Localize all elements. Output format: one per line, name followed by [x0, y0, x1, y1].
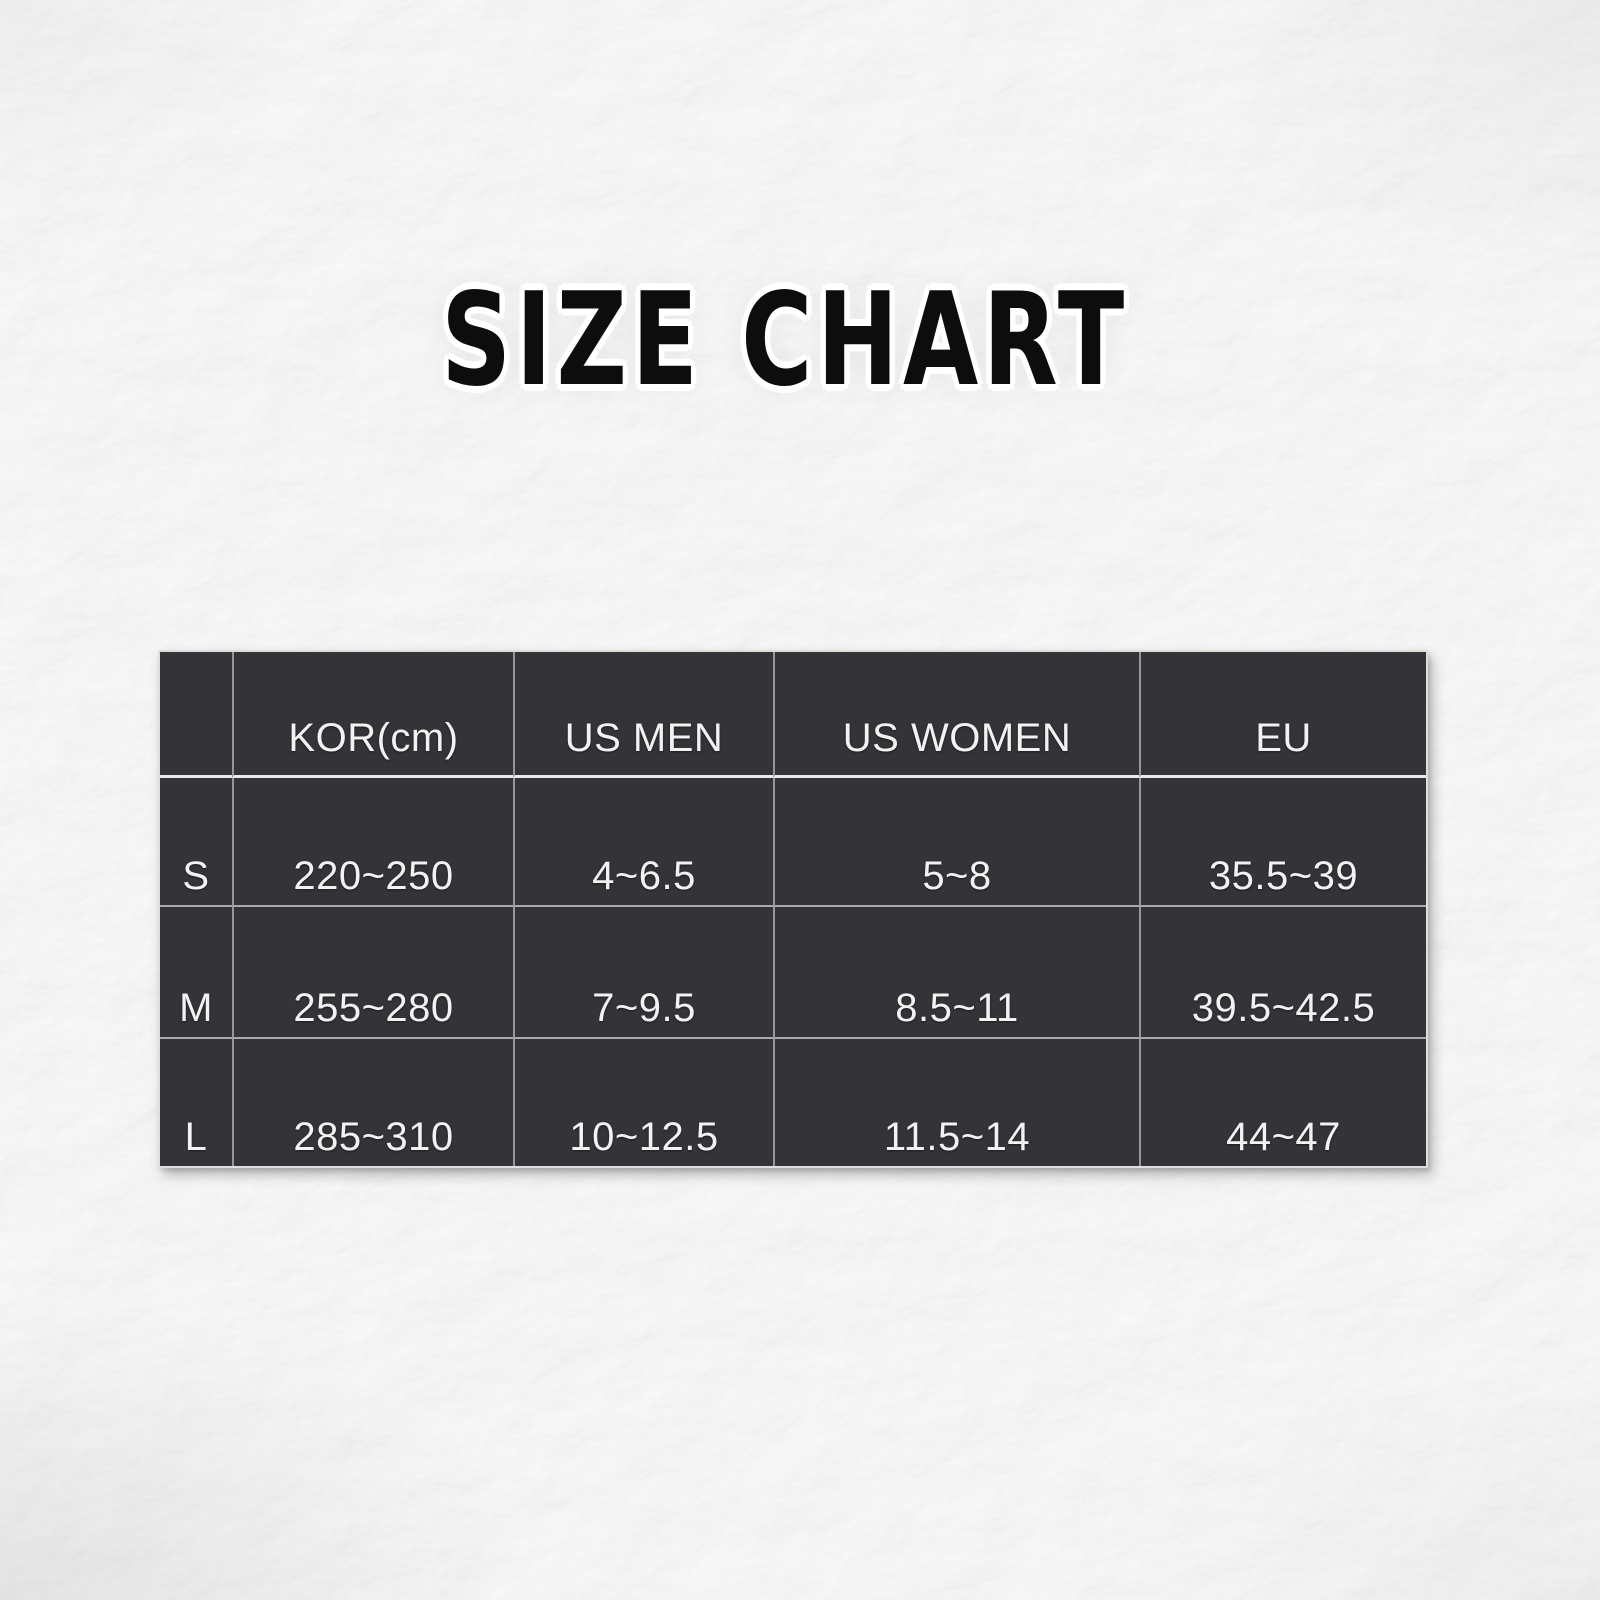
cell-l-us-men: 10~12.5: [513, 1039, 773, 1166]
header-cell-us-men: US MEN: [513, 652, 773, 778]
header-cell-eu: EU: [1139, 652, 1426, 778]
header-cell-kor-cm: KOR(cm): [232, 652, 513, 778]
cell-l-us-women: 11.5~14: [773, 1039, 1139, 1166]
cell-m-us-men: 7~9.5: [513, 907, 773, 1039]
cell-m-us-women: 8.5~11: [773, 907, 1139, 1039]
header-cell-us-women: US WOMEN: [773, 652, 1139, 778]
cell-s-us-women: 5~8: [773, 778, 1139, 907]
cell-l-eu: 44~47: [1139, 1039, 1426, 1166]
size-chart-table: KOR(cm) US MEN US WOMEN EU S 220~250 4~6…: [158, 650, 1428, 1168]
cell-l-kor: 285~310: [232, 1039, 513, 1166]
cell-m-kor: 255~280: [232, 907, 513, 1039]
cell-s-us-men: 4~6.5: [513, 778, 773, 907]
cell-m-eu: 39.5~42.5: [1139, 907, 1426, 1039]
row-label-l: L: [184, 1115, 208, 1159]
header-cell-blank: [160, 652, 232, 778]
row-label-m: M: [160, 907, 232, 1039]
row-label-s: S: [160, 778, 232, 907]
cell-s-eu: 35.5~39: [1139, 778, 1426, 907]
page-title: SIZE CHART: [441, 266, 1129, 415]
cell-s-kor: 220~250: [232, 778, 513, 907]
